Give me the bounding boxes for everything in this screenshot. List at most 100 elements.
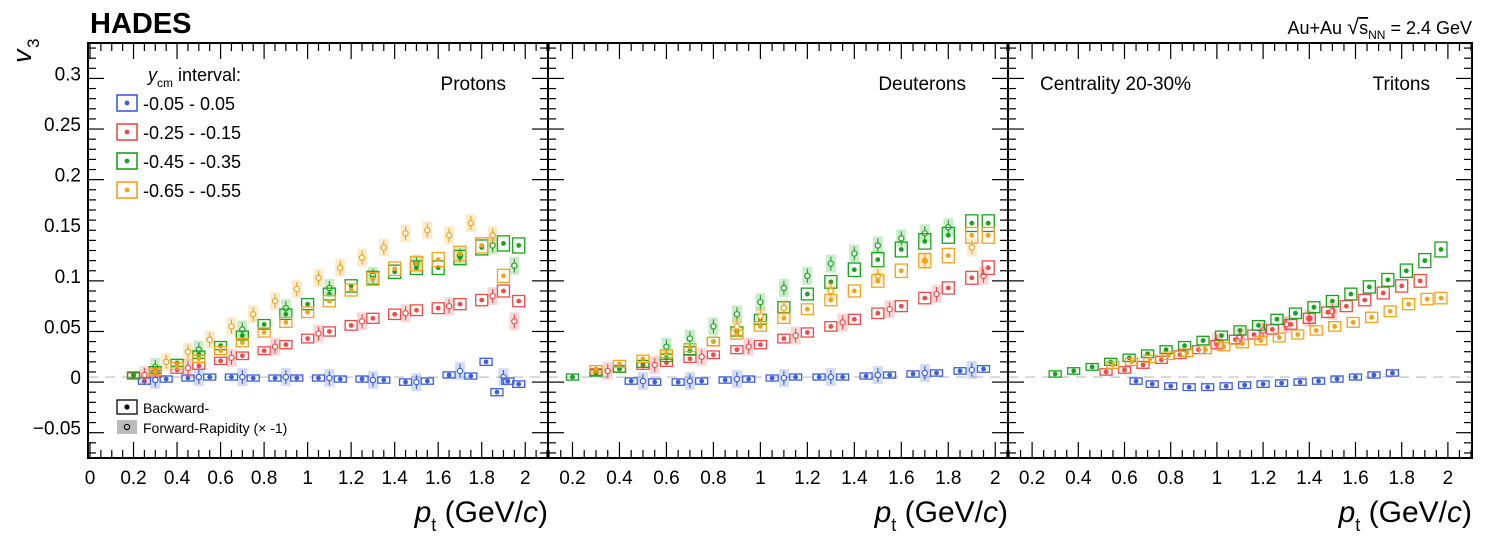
backward-point	[652, 379, 658, 385]
centrality-label: Centrality 20-30%	[1040, 74, 1191, 95]
backward-point	[501, 241, 506, 246]
backward-box	[1339, 300, 1353, 313]
panel-tritons: 0.2 0.4 0.6 0.8 1 1.2 1.4 1.6 1.8 2 pt (GeV/c) Trit…	[1007, 42, 1473, 535]
backward-box	[246, 374, 260, 382]
backward-point	[294, 375, 300, 381]
backward-box	[1117, 366, 1132, 374]
x-tick-label: 2	[990, 468, 1001, 489]
backward-point	[887, 372, 892, 378]
forward-point	[445, 232, 453, 239]
backward-box	[1159, 345, 1173, 355]
forward-point	[780, 374, 788, 382]
series-1	[137, 357, 526, 397]
backward-box	[1309, 325, 1323, 336]
backward-point	[1219, 333, 1224, 338]
backward-box	[730, 329, 744, 340]
forward-point	[489, 242, 496, 249]
backward-point	[840, 374, 845, 380]
x-tick-label: 1.6	[888, 468, 914, 489]
backward-box	[671, 378, 685, 386]
backward-box	[431, 302, 445, 315]
backward-box	[1418, 252, 1432, 269]
backward-box	[1270, 313, 1284, 325]
backward-box	[1434, 241, 1448, 258]
backward-point	[734, 332, 740, 337]
forward-point	[604, 367, 611, 375]
backward-point	[922, 258, 928, 264]
backward-point	[261, 348, 267, 354]
backward-box	[859, 372, 873, 380]
backward-point	[711, 339, 716, 344]
backward-box	[126, 371, 141, 379]
backward-box	[612, 359, 627, 368]
series-4	[589, 226, 995, 373]
forward-point	[686, 377, 694, 385]
backward-point	[628, 378, 634, 384]
backward-point	[283, 342, 289, 348]
forward-point	[282, 373, 290, 381]
x-axis-title: pt (GeV/c)	[1338, 496, 1472, 535]
backward-box	[192, 354, 206, 364]
backward-point	[348, 287, 354, 293]
backward-point	[1237, 328, 1243, 333]
backward-point	[1168, 383, 1174, 389]
backward-point	[985, 265, 991, 271]
backward-box	[1256, 380, 1270, 389]
y-tick-label: 0.1	[55, 267, 81, 288]
backward-box	[300, 297, 315, 311]
collision-system-label: Au+Au √sNN = 2.4 GeV	[1287, 14, 1472, 42]
forward-point	[792, 332, 799, 339]
backward-point	[985, 232, 991, 238]
backward-point	[370, 315, 376, 321]
backward-point	[414, 261, 419, 267]
forward-point	[733, 375, 741, 383]
y-tick-labels: −0.05 0 0.05 0.1 0.15 0.2 0.25 0.3	[33, 64, 81, 439]
backward-point	[505, 378, 511, 384]
backward-box	[965, 226, 979, 244]
backward-box	[1140, 349, 1155, 359]
backward-box	[824, 293, 838, 307]
y-tick-label: 0.2	[55, 166, 81, 187]
backward-box	[235, 351, 249, 361]
backward-point	[910, 371, 916, 377]
backward-point	[945, 253, 951, 258]
backward-box	[1344, 287, 1358, 301]
y-axis-title: v 3	[7, 39, 43, 63]
backward-point	[218, 358, 223, 364]
series-4	[148, 214, 511, 376]
backward-point	[479, 243, 485, 248]
backward-box	[871, 307, 885, 320]
backward-box	[812, 373, 826, 381]
backward-point	[381, 377, 387, 383]
forward-point	[804, 272, 811, 280]
backward-point	[1133, 378, 1139, 384]
backward-point	[1313, 328, 1319, 333]
forward-point	[489, 292, 496, 300]
backward-point	[828, 279, 834, 285]
x-tick-label: 1	[755, 468, 766, 489]
backward-box	[683, 343, 697, 353]
legend-backward-swatch	[116, 399, 138, 415]
backward-point	[1089, 364, 1095, 370]
legend-backward-marker	[124, 404, 130, 410]
backward-point	[494, 389, 500, 395]
backward-point	[1417, 278, 1423, 284]
backward-point	[1295, 332, 1301, 337]
backward-point	[1306, 315, 1312, 321]
backward-box	[300, 306, 315, 319]
backward-point	[945, 285, 951, 291]
backward-point	[875, 257, 881, 263]
backward-point	[305, 301, 311, 307]
backward-box	[388, 308, 402, 321]
backward-point	[875, 278, 881, 284]
x-tick-label: 0.6	[207, 468, 233, 489]
forward-point	[686, 335, 694, 342]
backward-box	[512, 294, 526, 308]
legend-label: -0.25 - -0.15	[143, 123, 241, 143]
backward-point	[1071, 368, 1077, 374]
backward-box	[847, 313, 861, 325]
forward-point	[326, 374, 333, 382]
backward-box	[279, 316, 293, 328]
backward-box	[1395, 279, 1409, 293]
